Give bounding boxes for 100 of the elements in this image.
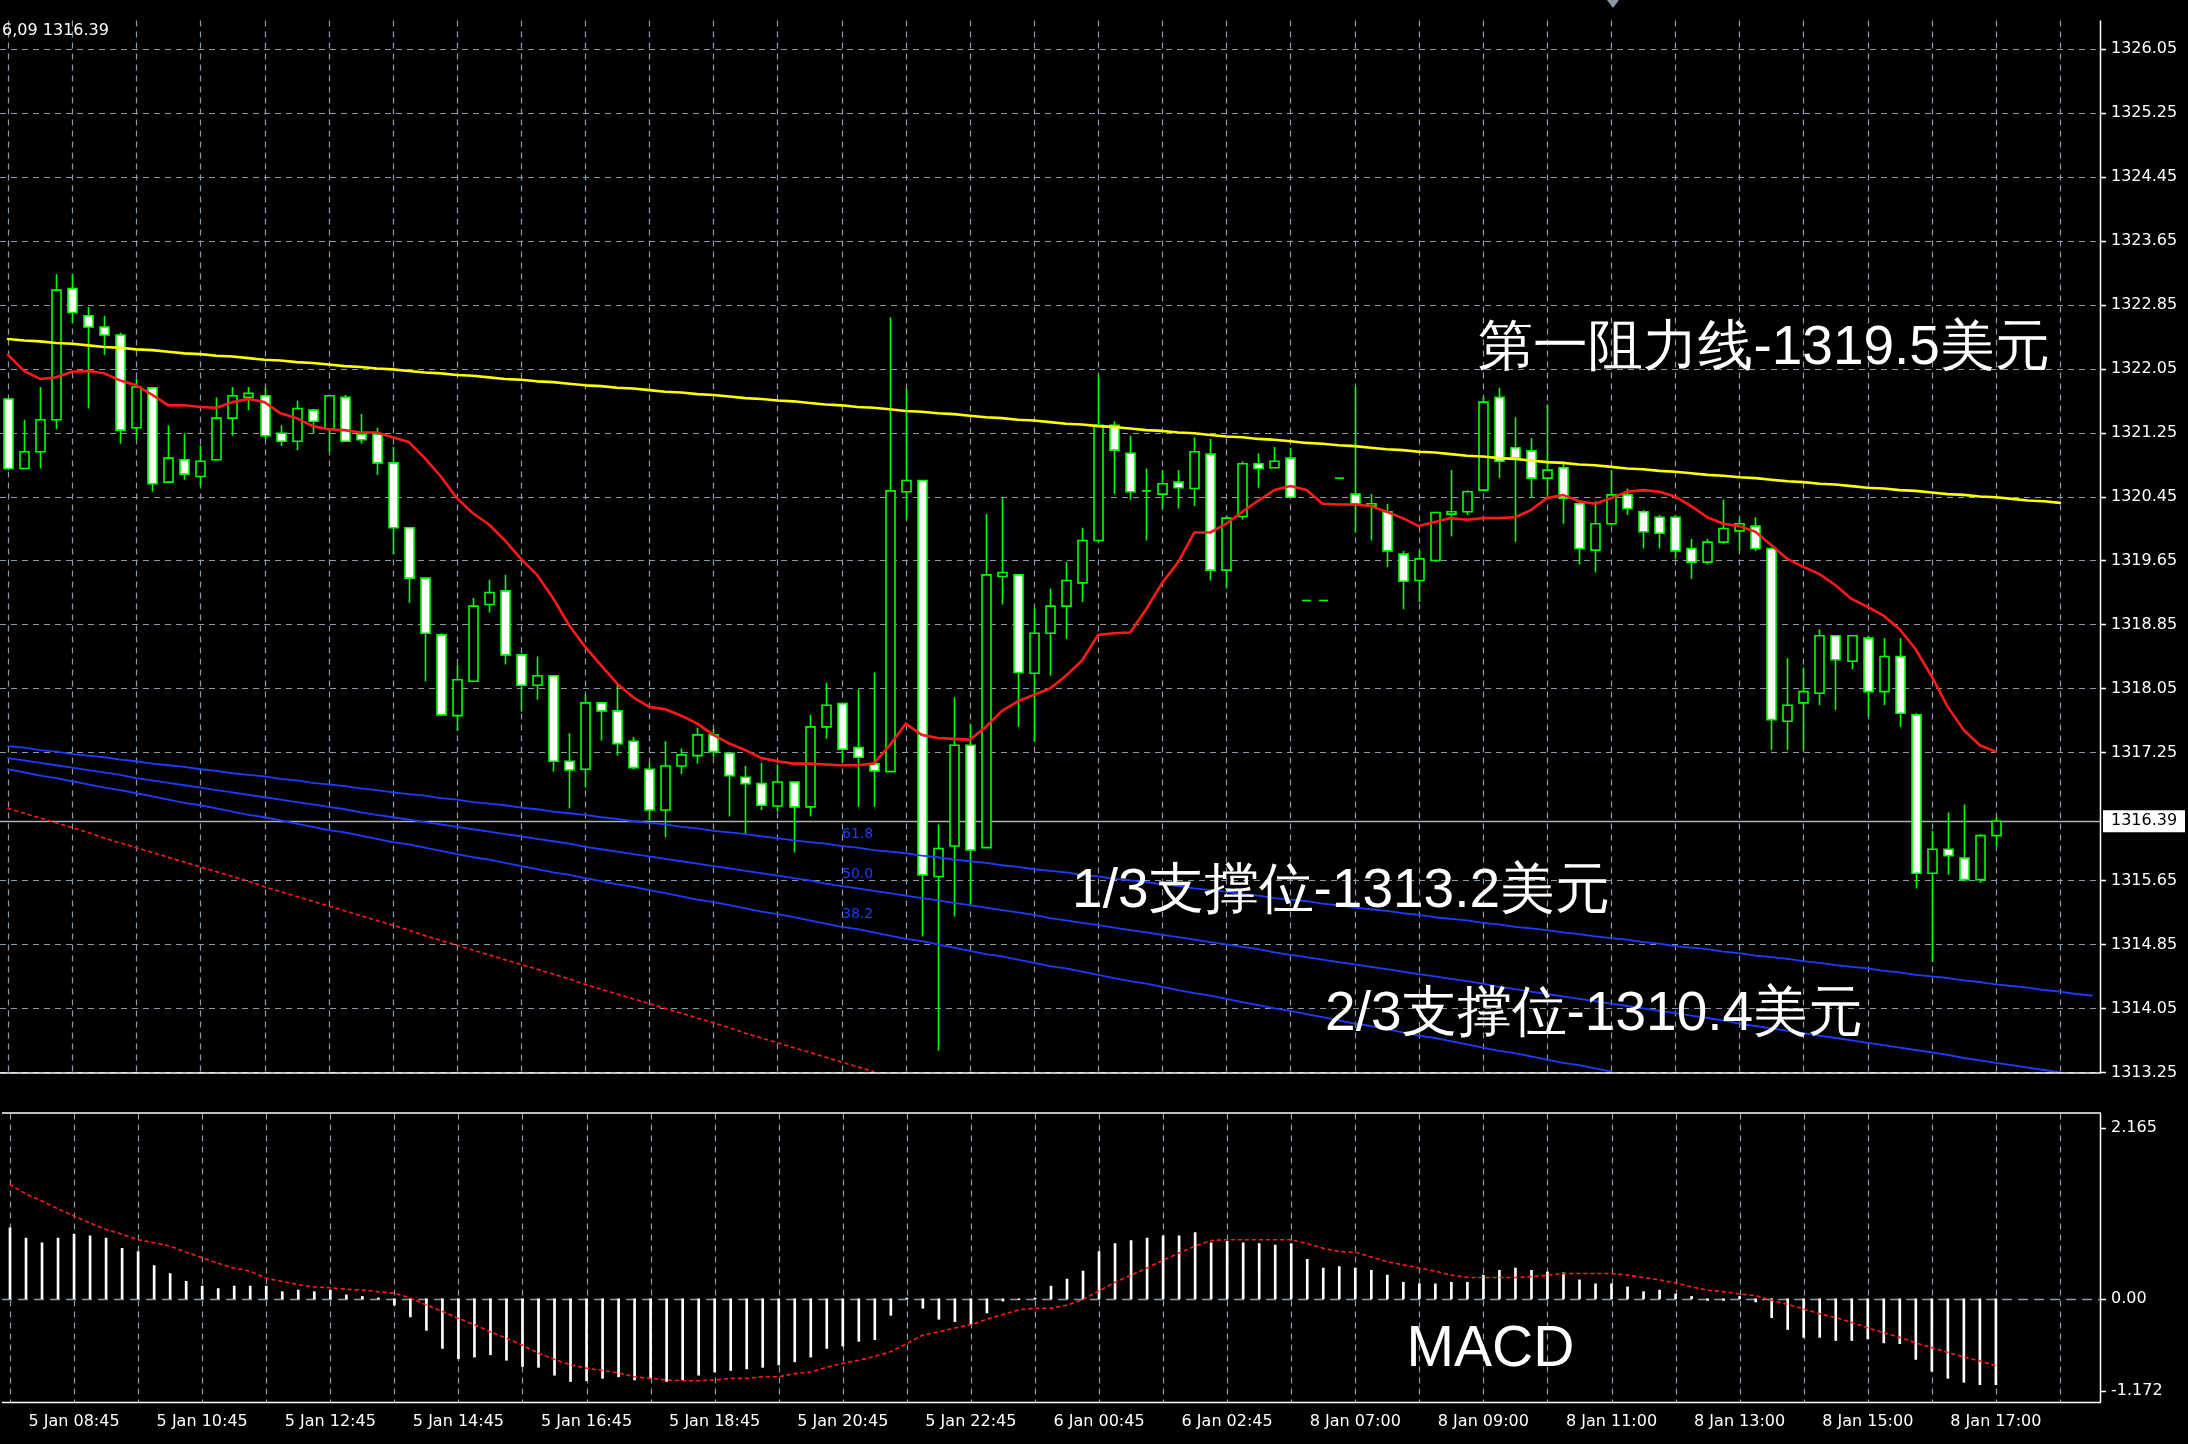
x-tick-label: 6 Jan 02:45	[1181, 1410, 1273, 1430]
candlestick	[1141, 467, 1152, 542]
bar	[1337, 1266, 1341, 1300]
candlestick	[869, 671, 880, 808]
x-tick-label: 5 Jan 18:45	[669, 1410, 761, 1430]
bar	[328, 1289, 332, 1300]
candlestick	[1446, 469, 1457, 538]
x-tick-label: 5 Jan 12:45	[284, 1410, 376, 1430]
candlestick	[933, 823, 944, 1052]
y-tick-label: 2.165	[2111, 1117, 2157, 1137]
bar	[232, 1285, 236, 1300]
y-tick-label: 1324.45	[2111, 165, 2178, 185]
y-tick-label: 1320.45	[2111, 485, 2178, 505]
candlestick	[708, 728, 719, 759]
annotation: 6,09 1316.39	[2, 19, 109, 39]
candlestick	[756, 762, 767, 811]
bar	[1866, 1298, 1870, 1340]
bar	[697, 1298, 700, 1376]
bar	[1674, 1293, 1677, 1300]
bar	[569, 1298, 572, 1382]
bar	[280, 1291, 284, 1300]
bar	[361, 1296, 364, 1300]
bar	[1738, 1296, 1741, 1300]
bar	[601, 1298, 604, 1379]
candlestick	[676, 747, 687, 775]
y-tick-label: 1318.05	[2111, 677, 2178, 697]
x-tick-label: 5 Jan 22:45	[925, 1410, 1017, 1430]
bar	[873, 1298, 877, 1341]
y-tick-label: 1317.25	[2111, 741, 2178, 761]
x-tick-label: 5 Jan 08:45	[28, 1410, 120, 1430]
bar	[1273, 1244, 1277, 1300]
bar	[1850, 1298, 1854, 1341]
bar	[665, 1298, 668, 1382]
bar	[857, 1298, 861, 1342]
candlestick	[67, 273, 78, 324]
candlestick	[1798, 666, 1809, 751]
bar	[457, 1298, 460, 1359]
bar	[809, 1298, 813, 1358]
candlestick	[179, 432, 190, 481]
candlestick	[901, 387, 912, 521]
y-tick-label: 1314.05	[2111, 997, 2178, 1017]
candlestick	[195, 444, 206, 487]
bar	[1770, 1298, 1774, 1319]
bar	[1321, 1267, 1325, 1300]
bar	[1578, 1279, 1581, 1300]
bar	[1257, 1243, 1261, 1300]
candlestick	[1686, 538, 1697, 580]
candlestick	[227, 386, 238, 437]
bar	[1722, 1298, 1725, 1301]
bar	[745, 1298, 749, 1370]
bar	[1385, 1274, 1389, 1300]
bar	[1498, 1270, 1501, 1300]
bar	[1369, 1270, 1373, 1300]
candlestick	[1542, 403, 1553, 496]
x-tick-label: 8 Jan 09:00	[1437, 1410, 1529, 1430]
candlestick	[308, 408, 319, 435]
candlestick	[243, 386, 254, 411]
bar	[1434, 1283, 1437, 1300]
bar	[521, 1298, 524, 1367]
bar	[1626, 1286, 1629, 1300]
candlestick	[1414, 550, 1425, 603]
y-tick-label: 1315.65	[2111, 869, 2178, 889]
y-tick-label: 1321.25	[2111, 421, 2178, 441]
bar	[793, 1298, 797, 1363]
bar	[1818, 1298, 1822, 1338]
bar	[1594, 1283, 1597, 1300]
x-tick-label: 5 Jan 16:45	[540, 1410, 633, 1430]
y-tick-label: 1319.65	[2111, 549, 2178, 569]
y-tick-label: 1325.25	[2111, 101, 2178, 121]
candlestick	[1157, 469, 1168, 510]
candlestick	[83, 306, 94, 410]
bar	[248, 1285, 252, 1300]
x-tick-label: 5 Jan 14:45	[412, 1410, 504, 1430]
candlestick	[163, 424, 174, 483]
bar	[1450, 1281, 1453, 1300]
candlestick	[1959, 803, 1970, 883]
candlestick	[1510, 416, 1521, 543]
bar	[505, 1298, 508, 1361]
bar	[1898, 1298, 1902, 1345]
candlestick	[1253, 452, 1264, 489]
bar	[1289, 1243, 1293, 1300]
ref-line-label: 1316.39	[2111, 810, 2178, 830]
candlestick	[19, 418, 30, 470]
bar	[409, 1298, 412, 1318]
candlestick	[821, 682, 832, 740]
x-tick-label: 8 Jan 13:00	[1694, 1410, 1786, 1430]
annotation: MACD	[1406, 1313, 1575, 1378]
bar	[1690, 1296, 1693, 1300]
candlestick	[1350, 386, 1361, 534]
bar	[585, 1298, 588, 1382]
bar	[1882, 1298, 1886, 1344]
y-tick-label: 1314.85	[2111, 933, 2178, 953]
bar	[1305, 1259, 1309, 1300]
bar	[633, 1298, 636, 1381]
x-tick-label: 8 Jan 07:00	[1309, 1410, 1401, 1430]
bar	[1642, 1291, 1645, 1300]
x-tick-label: 8 Jan 15:00	[1822, 1410, 1914, 1430]
bar	[553, 1298, 556, 1376]
x-tick-label: 6 Jan 00:45	[1053, 1410, 1145, 1430]
series-label: 61.8	[842, 824, 874, 841]
